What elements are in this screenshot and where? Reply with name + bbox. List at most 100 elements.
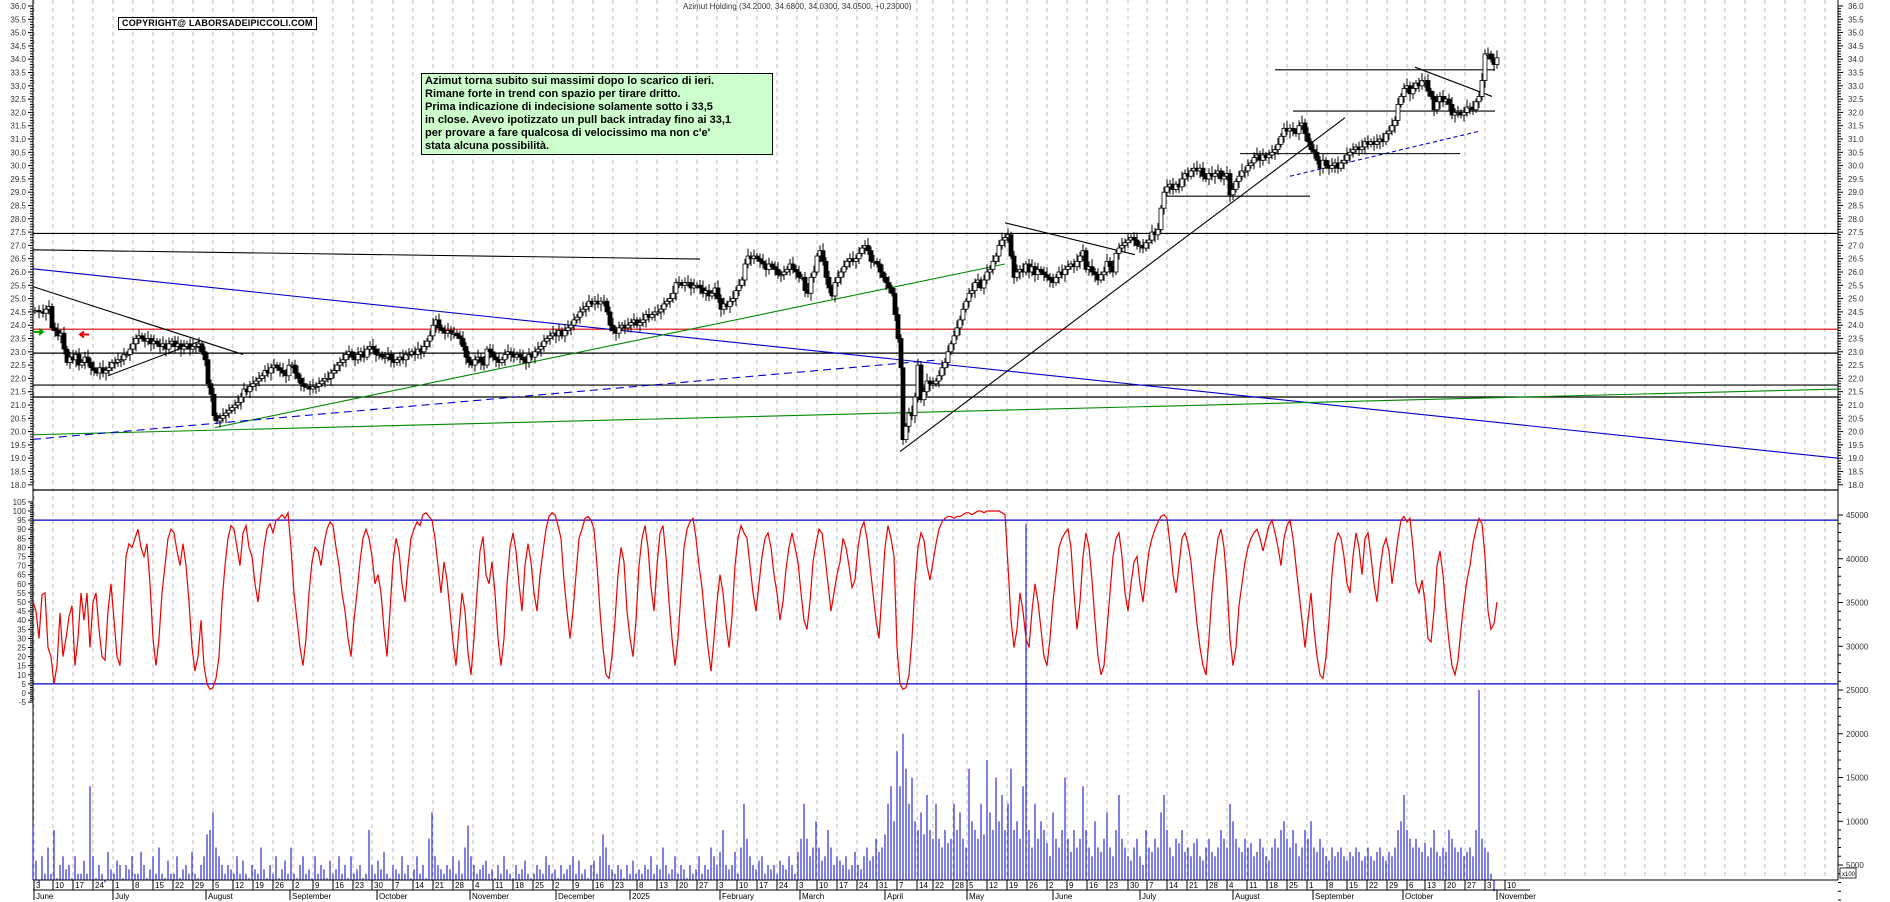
day-label: 30 <box>374 881 383 890</box>
candle-up <box>664 300 670 305</box>
candle-up <box>993 255 999 262</box>
candle-down <box>1200 167 1206 177</box>
candle-up <box>166 343 172 350</box>
candle-up <box>963 300 969 310</box>
candle-down <box>508 351 514 355</box>
candle-up <box>969 290 975 294</box>
candle-down <box>796 271 802 278</box>
day-label: 11 <box>1249 881 1258 890</box>
candle-up <box>562 330 568 337</box>
price-tick-label: 18.5 <box>10 468 26 477</box>
osc-tick-label: 20 <box>17 653 26 662</box>
candle-down <box>1311 149 1317 153</box>
price-tick-label: 23.0 <box>10 348 26 357</box>
price-tick-label: 21.5 <box>10 388 26 397</box>
price-tick-label: 30.5 <box>10 148 26 157</box>
day-label: 15 <box>155 881 164 890</box>
candle-down <box>154 340 160 345</box>
candle-up <box>526 354 532 363</box>
month-label: May <box>969 892 984 901</box>
price-tick-label: 22.0 <box>10 374 26 383</box>
candle-down <box>1488 53 1494 60</box>
candle-up <box>966 292 972 302</box>
price-tick-label: 35.5 <box>1848 15 1864 24</box>
price-tick-label: 23.0 <box>1848 348 1864 357</box>
candle-up <box>472 359 478 366</box>
osc-tick-label: 10 <box>17 671 26 680</box>
candle-up <box>127 348 133 355</box>
candle-down <box>1092 271 1098 276</box>
candle-up <box>1212 173 1218 177</box>
candle-up <box>1461 112 1467 116</box>
osc-tick-label: 90 <box>17 525 26 534</box>
price-tick-label: 19.0 <box>10 454 26 463</box>
note-line: Rimane forte in trend con spazio per tir… <box>425 88 681 100</box>
volume-tick-label: 5000 <box>1846 861 1864 870</box>
candle-up <box>727 300 733 307</box>
candle-down <box>439 327 445 331</box>
candle-up <box>124 354 130 357</box>
candle-up <box>781 271 787 276</box>
candle-up <box>658 308 664 313</box>
candle-up <box>649 314 655 318</box>
candle-up <box>924 380 930 393</box>
day-label: 18 <box>515 881 524 890</box>
candle-up <box>1065 266 1071 270</box>
day-label: 24 <box>779 881 788 890</box>
day-label: 25 <box>535 881 544 890</box>
candle-up <box>484 348 490 366</box>
month-label: August <box>1235 892 1261 901</box>
day-label: 10 <box>55 881 64 890</box>
candle-down <box>607 311 613 326</box>
trendline <box>32 286 244 355</box>
candle-up <box>1398 96 1404 105</box>
candle-up <box>1143 242 1149 249</box>
price-tick-label: 26.0 <box>10 268 26 277</box>
candle-up <box>1479 80 1485 97</box>
day-label: 3 <box>1487 881 1492 890</box>
volume-tick-label: 15000 <box>1846 774 1869 783</box>
day-label: 14 <box>1169 881 1178 890</box>
price-tick-label: 19.5 <box>10 441 26 450</box>
candle-down <box>1302 122 1308 135</box>
candle-down <box>208 383 214 395</box>
day-label: 16 <box>1089 881 1098 890</box>
price-tick-label: 34.0 <box>1848 55 1864 64</box>
candle-down <box>388 354 394 361</box>
candle-up <box>1482 53 1488 81</box>
day-label: 13 <box>1427 881 1436 890</box>
candle-down <box>1008 234 1014 257</box>
candle-down <box>457 335 463 339</box>
trendline <box>32 388 1839 436</box>
candle-up <box>1494 57 1500 65</box>
candle-down <box>927 380 933 385</box>
candle-up <box>1164 186 1170 193</box>
month-label: February <box>722 892 754 901</box>
candle-up <box>1053 276 1059 284</box>
candle-down <box>487 348 493 353</box>
note-line: stata alcuna possibilità. <box>425 140 550 152</box>
candle-down <box>373 348 379 355</box>
month-label: July <box>115 892 129 901</box>
day-label: 2 <box>1049 881 1054 890</box>
unit-box <box>1839 867 1857 879</box>
candle-down <box>1041 271 1047 276</box>
candle-up <box>1401 88 1407 97</box>
candle-down <box>1446 98 1452 105</box>
day-label: 18 <box>1269 881 1278 890</box>
osc-tick-label: 5 <box>22 680 27 689</box>
candle-up <box>355 354 361 361</box>
day-label: 30 <box>1130 881 1139 890</box>
day-label: 8 <box>135 881 140 890</box>
price-tick-label: 25.0 <box>10 295 26 304</box>
candle-up <box>109 362 115 369</box>
candle-up <box>1359 146 1365 151</box>
candle-up <box>547 335 553 339</box>
day-label: 13 <box>659 881 668 890</box>
candle-down <box>493 356 499 361</box>
osc-tick-label: 105 <box>13 498 27 507</box>
candle-up <box>996 244 1002 257</box>
candle-up <box>808 276 814 294</box>
price-tick-label: 28.5 <box>10 202 26 211</box>
